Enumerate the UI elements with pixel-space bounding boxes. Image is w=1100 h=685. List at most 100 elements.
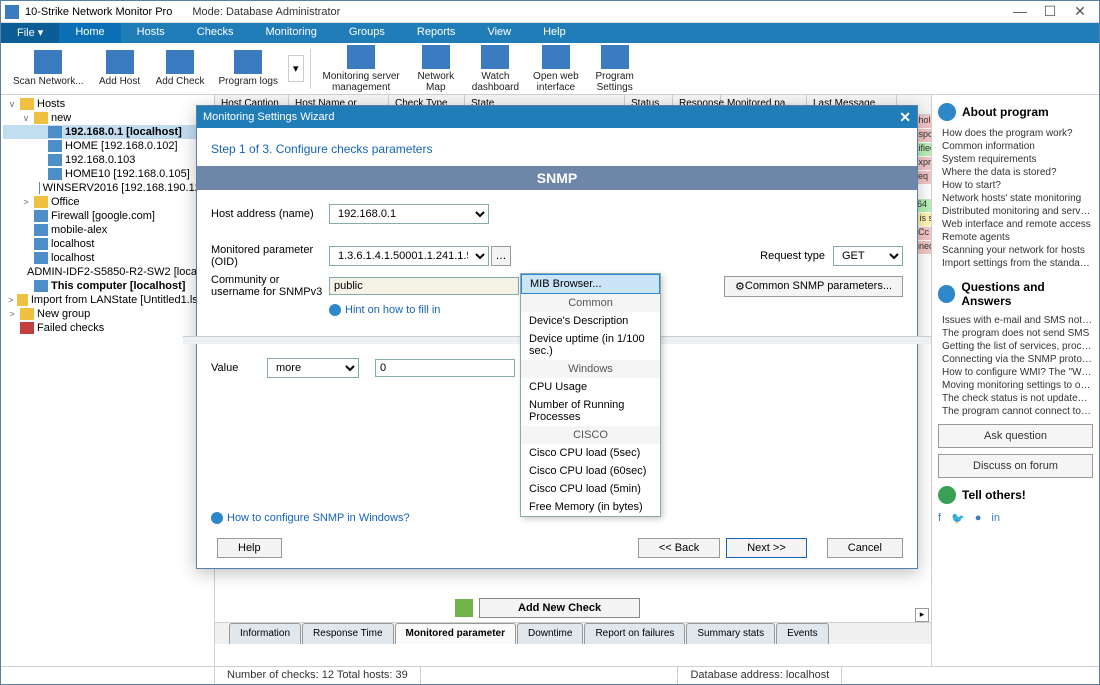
dropdown-item[interactable]: Device's Description: [521, 312, 660, 330]
menu-groups[interactable]: Groups: [333, 23, 401, 43]
toolbar-overflow[interactable]: ▾: [288, 55, 304, 82]
about-link[interactable]: Import settings from the standard versi.…: [938, 257, 1093, 270]
about-link[interactable]: Web interface and remote access: [938, 218, 1093, 231]
qa-link[interactable]: Getting the list of services, processes,…: [938, 340, 1093, 353]
dropdown-item[interactable]: Free Memory (in bytes): [521, 498, 660, 516]
tab-monitored-parameter[interactable]: Monitored parameter: [395, 623, 516, 644]
add-new-check-button[interactable]: Add New Check: [479, 598, 640, 618]
toolbar-add-host[interactable]: Add Host: [92, 48, 148, 89]
qa-link[interactable]: Connecting via the SNMP protocol: [938, 353, 1093, 366]
tab-events[interactable]: Events: [776, 623, 829, 644]
tab-response-time[interactable]: Response Time: [302, 623, 393, 644]
linkedin-icon[interactable]: in: [991, 512, 1000, 525]
toolbar-network[interactable]: NetworkMap: [408, 43, 464, 95]
toolbar-add-check[interactable]: Add Check: [150, 48, 211, 89]
facebook-icon[interactable]: f: [938, 512, 941, 525]
about-link[interactable]: System requirements: [938, 153, 1093, 166]
toolbar-program[interactable]: ProgramSettings: [587, 43, 643, 95]
host-select[interactable]: 192.168.0.1: [329, 204, 489, 224]
toolbar-scan-network-[interactable]: Scan Network...: [7, 48, 90, 89]
tree-item[interactable]: >Office: [3, 195, 212, 209]
about-link[interactable]: Remote agents: [938, 231, 1093, 244]
discuss-forum-button[interactable]: Discuss on forum: [938, 454, 1093, 478]
tree-item[interactable]: WINSERV2016 [192.168.190.128]: [3, 181, 212, 195]
dropdown-item[interactable]: Device uptime (in 1/100 sec.): [521, 330, 660, 360]
about-link[interactable]: Distributed monitoring and servers: [938, 205, 1093, 218]
menu-home[interactable]: Home: [59, 23, 120, 43]
tree-item[interactable]: vnew: [3, 111, 212, 125]
oid-select[interactable]: 1.3.6.1.4.1.50001.1.241.1.5: [329, 246, 489, 266]
wizard-close-icon[interactable]: ✕: [899, 109, 911, 126]
tree-item[interactable]: HOME [192.168.0.102]: [3, 139, 212, 153]
qa-link[interactable]: The program cannot connect to the dat...: [938, 405, 1093, 418]
rss-icon[interactable]: ●: [975, 512, 982, 525]
dropdown-item[interactable]: Cisco CPU load (5min): [521, 480, 660, 498]
toolbar: Scan Network...Add HostAdd CheckProgram …: [1, 43, 1099, 95]
menu-checks[interactable]: Checks: [181, 23, 250, 43]
value-input[interactable]: [375, 359, 515, 377]
about-link[interactable]: Scanning your network for hosts: [938, 244, 1093, 257]
tab-report-on-failures[interactable]: Report on failures: [584, 623, 685, 644]
qa-link[interactable]: Moving monitoring settings to other PC: [938, 379, 1093, 392]
hint-link[interactable]: Hint on how to fill in: [345, 304, 440, 316]
menu-view[interactable]: View: [471, 23, 527, 43]
common-snmp-button[interactable]: ⚙ Common SNMP parameters...: [724, 276, 903, 297]
request-type-select[interactable]: GET: [833, 246, 903, 266]
tree-item[interactable]: This computer [localhost]: [3, 279, 212, 293]
tree-item[interactable]: mobile-alex: [3, 223, 212, 237]
tree-item[interactable]: localhost: [3, 237, 212, 251]
dropdown-item[interactable]: Cisco CPU load (60sec): [521, 462, 660, 480]
tree-item[interactable]: 192.168.0.1 [localhost]: [3, 125, 212, 139]
twitter-icon[interactable]: 🐦: [951, 512, 965, 525]
menu-monitoring[interactable]: Monitoring: [249, 23, 332, 43]
tab-downtime[interactable]: Downtime: [517, 623, 583, 644]
tab-summary-stats[interactable]: Summary stats: [686, 623, 775, 644]
tree-item[interactable]: Firewall [google.com]: [3, 209, 212, 223]
ask-question-button[interactable]: Ask question: [938, 424, 1093, 448]
oid-dropdown[interactable]: MIB Browser...CommonDevice's Description…: [520, 273, 661, 517]
qa-link[interactable]: The check status is not updated in the c…: [938, 392, 1093, 405]
menu-help[interactable]: Help: [527, 23, 582, 43]
scroll-right-icon[interactable]: ▸: [915, 608, 929, 622]
about-link[interactable]: How to start?: [938, 179, 1093, 192]
toolbar-watch[interactable]: Watchdashboard: [466, 43, 525, 95]
dropdown-item[interactable]: CPU Usage: [521, 378, 660, 396]
tree-item[interactable]: vHosts: [3, 97, 212, 111]
close-icon[interactable]: ✕: [1065, 3, 1095, 20]
snmp-help-link[interactable]: How to configure SNMP in Windows?: [227, 512, 410, 524]
tree-item[interactable]: >New group: [3, 307, 212, 321]
maximize-icon[interactable]: ☐: [1035, 3, 1065, 20]
back-button[interactable]: << Back: [638, 538, 720, 558]
cancel-button[interactable]: Cancel: [827, 538, 903, 558]
dropdown-item[interactable]: Number of Running Processes: [521, 396, 660, 426]
next-button[interactable]: Next >>: [726, 538, 807, 558]
toolbar-monitoring-server[interactable]: Monitoring servermanagement: [317, 43, 406, 95]
tree-item[interactable]: localhost: [3, 251, 212, 265]
tree-item[interactable]: Failed checks: [3, 321, 212, 335]
menu-reports[interactable]: Reports: [401, 23, 472, 43]
tree-item[interactable]: >Import from LANState [Untitled1.lsm]: [3, 293, 212, 307]
tab-information[interactable]: Information: [229, 623, 301, 644]
help-button[interactable]: Help: [217, 538, 282, 558]
tree-item[interactable]: ADMIN-IDF2-S5850-R2-SW2 [localhost]: [3, 265, 212, 279]
menu-file[interactable]: File ▾: [1, 23, 59, 43]
oid-browse-button[interactable]: …: [491, 246, 511, 266]
value-op-select[interactable]: more: [267, 358, 359, 378]
toolbar-program-logs[interactable]: Program logs: [213, 48, 284, 89]
about-link[interactable]: How does the program work?: [938, 127, 1093, 140]
community-input[interactable]: [329, 277, 519, 295]
dropdown-item[interactable]: Cisco CPU load (5sec): [521, 444, 660, 462]
about-link[interactable]: Where the data is stored?: [938, 166, 1093, 179]
dropdown-item[interactable]: MIB Browser...: [521, 274, 660, 294]
qa-link[interactable]: The program does not send SMS: [938, 327, 1093, 340]
tree-item[interactable]: 192.168.0.103: [3, 153, 212, 167]
menu-hosts[interactable]: Hosts: [121, 23, 181, 43]
toolbar-open-web[interactable]: Open webinterface: [527, 43, 585, 95]
about-link[interactable]: Network hosts' state monitoring: [938, 192, 1093, 205]
host-tree[interactable]: vHostsvnew192.168.0.1 [localhost]HOME [1…: [1, 95, 215, 668]
about-link[interactable]: Common information: [938, 140, 1093, 153]
qa-link[interactable]: Issues with e-mail and SMS notifications: [938, 314, 1093, 327]
minimize-icon[interactable]: —: [1005, 3, 1035, 20]
tree-item[interactable]: HOME10 [192.168.0.105]: [3, 167, 212, 181]
qa-link[interactable]: How to configure WMI? The "WMI", "Lo...: [938, 366, 1093, 379]
